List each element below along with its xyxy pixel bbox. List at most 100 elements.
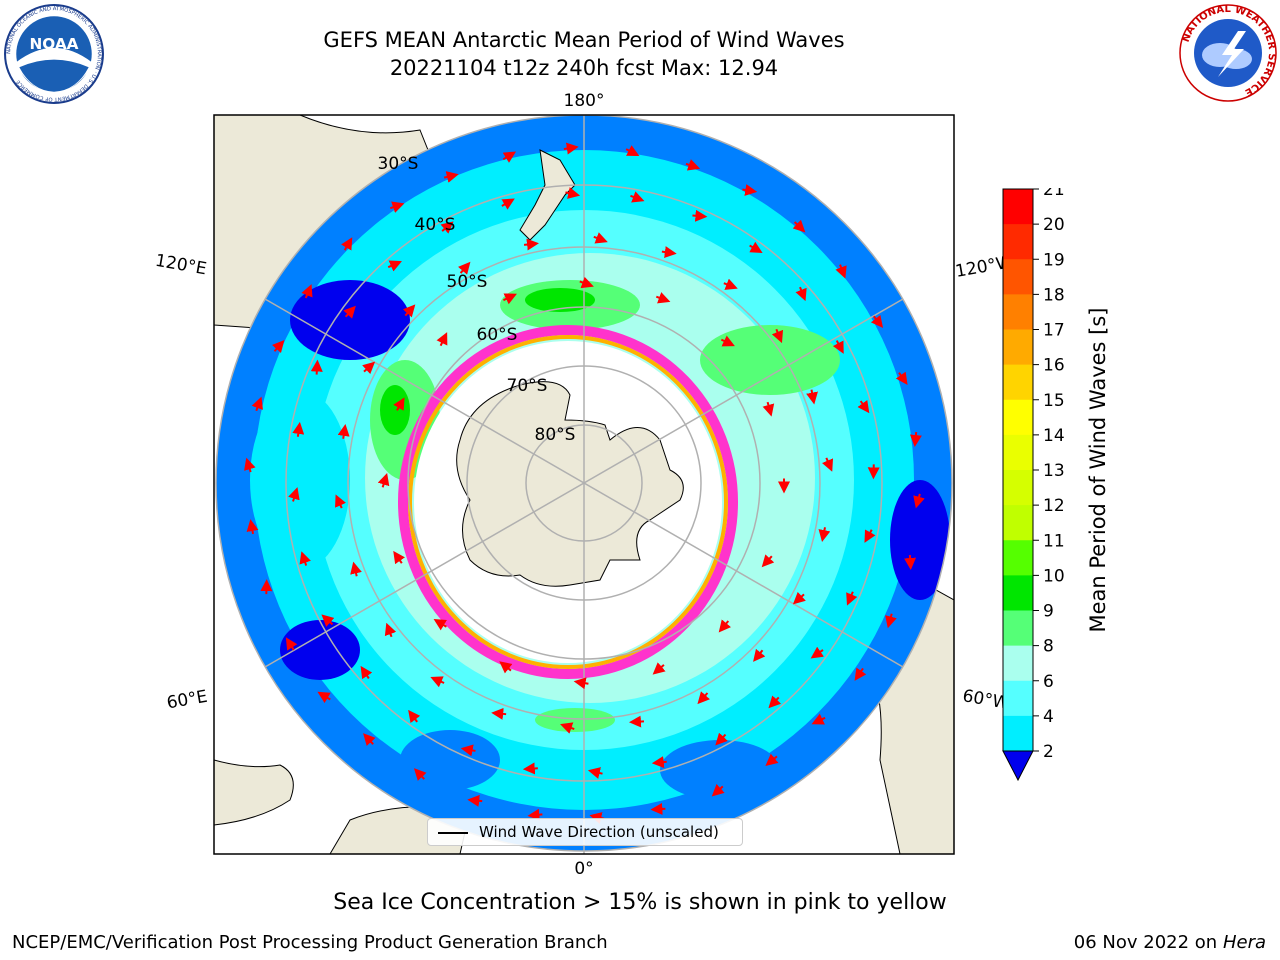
nws-logo: NATIONAL WEATHER SERVICE xyxy=(1179,4,1277,102)
colorbar-tick-label: 10 xyxy=(1043,566,1065,586)
colorbar-label: Mean Period of Wind Waves [s] xyxy=(1086,307,1110,633)
wind-wave-arrow xyxy=(904,554,917,570)
wind-wave-arrow xyxy=(792,591,806,605)
lat-label-70s: 70°S xyxy=(507,376,548,396)
graticule xyxy=(215,115,953,854)
wind-wave-arrow xyxy=(742,184,758,196)
wind-wave-arrow xyxy=(795,286,807,302)
colorbar-block xyxy=(1003,399,1033,436)
wind-wave-arrow xyxy=(697,691,710,705)
wind-wave-arrow xyxy=(857,400,870,414)
wind-wave-arrow xyxy=(393,397,405,411)
wind-wave-arrow xyxy=(895,371,908,385)
lat-label-30s: 30°S xyxy=(378,154,419,174)
wind-wave-arrow xyxy=(846,591,858,606)
wind-wave-arrow xyxy=(652,662,666,675)
wind-wave-arrow xyxy=(299,551,311,566)
chart-subtitle: 20221104 t12z 240h fcst Max: 12.94 xyxy=(389,56,779,80)
colorbar-block xyxy=(1003,505,1033,541)
colorbar-tick-label: 20 xyxy=(1043,215,1065,235)
colorbar-tick-label: 12 xyxy=(1043,496,1065,516)
legend-label: Wind Wave Direction (unscaled) xyxy=(479,823,719,841)
wind-wave-arrow xyxy=(285,637,298,651)
colorbar-block xyxy=(1003,680,1033,717)
lat-label-60s: 60°S xyxy=(477,325,518,345)
wind-wave-arrow xyxy=(251,396,263,412)
colorbar-block xyxy=(1003,364,1033,401)
wind-wave-arrow xyxy=(501,198,515,210)
wind-wave-arrow xyxy=(563,142,579,155)
wind-wave-arrow xyxy=(393,550,406,565)
colorbar-block xyxy=(1003,715,1033,752)
wind-wave-arrow xyxy=(523,238,539,251)
noaa-logo: NOAA NATIONAL OCEANIC AND ATMOSPHERIC AD… xyxy=(4,4,104,104)
wind-wave-arrow xyxy=(749,241,763,253)
machine-name: Hera xyxy=(1222,932,1266,953)
colorbar-block xyxy=(1003,470,1033,506)
colorbar-tick-label: 9 xyxy=(1043,602,1054,622)
wind-wave-arrow xyxy=(565,187,581,199)
colorbar-extend-triangle xyxy=(1002,750,1034,782)
colorbar-tick-label: 19 xyxy=(1043,250,1065,270)
colorbar-block xyxy=(1003,540,1033,576)
colorbar-block xyxy=(1003,189,1033,225)
colorbar-block xyxy=(1003,645,1033,682)
wind-wave-arrow xyxy=(560,722,575,734)
wind-wave-arrow xyxy=(625,145,640,157)
colorbar-block xyxy=(1003,294,1033,330)
colorbar-tick-label: 6 xyxy=(1043,672,1054,692)
colorbar-tick-label: 15 xyxy=(1043,391,1065,411)
wind-wave-arrow xyxy=(460,744,476,757)
wind-wave-arrow xyxy=(402,304,416,318)
wind-wave-arrow xyxy=(337,423,350,439)
wind-wave-arrow xyxy=(811,713,826,725)
colorbar-tick-label: 4 xyxy=(1043,707,1054,727)
wind-wave-arrow xyxy=(292,421,305,437)
lon-label-120e: 120°E xyxy=(154,251,208,280)
colorbar-tick-label: 16 xyxy=(1043,356,1065,376)
wind-wave-arrow xyxy=(587,767,603,779)
wind-wave-arrow xyxy=(301,284,313,299)
wind-wave-arrow xyxy=(913,493,925,509)
wind-wave-arrow xyxy=(502,293,517,305)
colorbar-tick-label: 21 xyxy=(1043,188,1065,200)
wind-wave-arrow xyxy=(363,733,376,747)
wind-wave-arrow xyxy=(467,794,483,807)
wind-wave-arrow xyxy=(768,695,782,709)
wind-wave-arrow xyxy=(443,171,459,183)
run-date: 06 Nov 2022 on Hera xyxy=(1074,932,1266,953)
map-frame xyxy=(213,114,955,855)
colorbar-tick-label: 8 xyxy=(1043,637,1054,657)
wind-wave-arrow xyxy=(630,191,645,203)
wind-wave-arrow xyxy=(661,246,677,258)
wind-wave-arrow xyxy=(655,292,671,304)
wind-wave-arrow xyxy=(593,232,608,244)
lat-label-80s: 80°S xyxy=(535,425,576,445)
wind-wave-arrow xyxy=(573,677,589,690)
lon-label-180: 180° xyxy=(564,91,605,111)
wind-wave-arrow xyxy=(854,667,867,681)
wind-wave-arrow xyxy=(288,487,300,502)
producer-credit: NCEP/EMC/Verification Post Processing Pr… xyxy=(12,932,608,953)
lon-label-60e: 60°E xyxy=(165,687,209,714)
wind-wave-arrow xyxy=(753,648,766,662)
wind-wave-arrow xyxy=(433,619,447,631)
colorbar-tick-label: 18 xyxy=(1043,285,1065,305)
wind-wave-arrow xyxy=(271,339,285,353)
lat-label-50s: 50°S xyxy=(447,272,488,292)
wind-wave-arrow xyxy=(835,264,847,279)
wind-wave-arrow xyxy=(792,219,806,233)
wind-wave-arrow xyxy=(810,646,824,659)
colorbar-tick-label: 13 xyxy=(1043,461,1065,481)
colorbar-tick-label: 17 xyxy=(1043,321,1065,341)
wind-wave-arrow xyxy=(389,201,405,213)
wind-wave-arrow xyxy=(864,529,876,543)
noaa-logo-text: NOAA xyxy=(29,35,78,53)
sea-ice-note: Sea Ice Concentration > 15% is shown in … xyxy=(333,890,947,915)
wind-wave-arrow xyxy=(651,756,667,769)
wind-wave-arrow xyxy=(771,328,784,344)
wind-wave-arrow xyxy=(522,762,538,775)
wind-wave-arrow xyxy=(343,305,356,319)
wind-wave-arrow xyxy=(720,335,735,347)
new-zealand-land xyxy=(519,149,576,241)
